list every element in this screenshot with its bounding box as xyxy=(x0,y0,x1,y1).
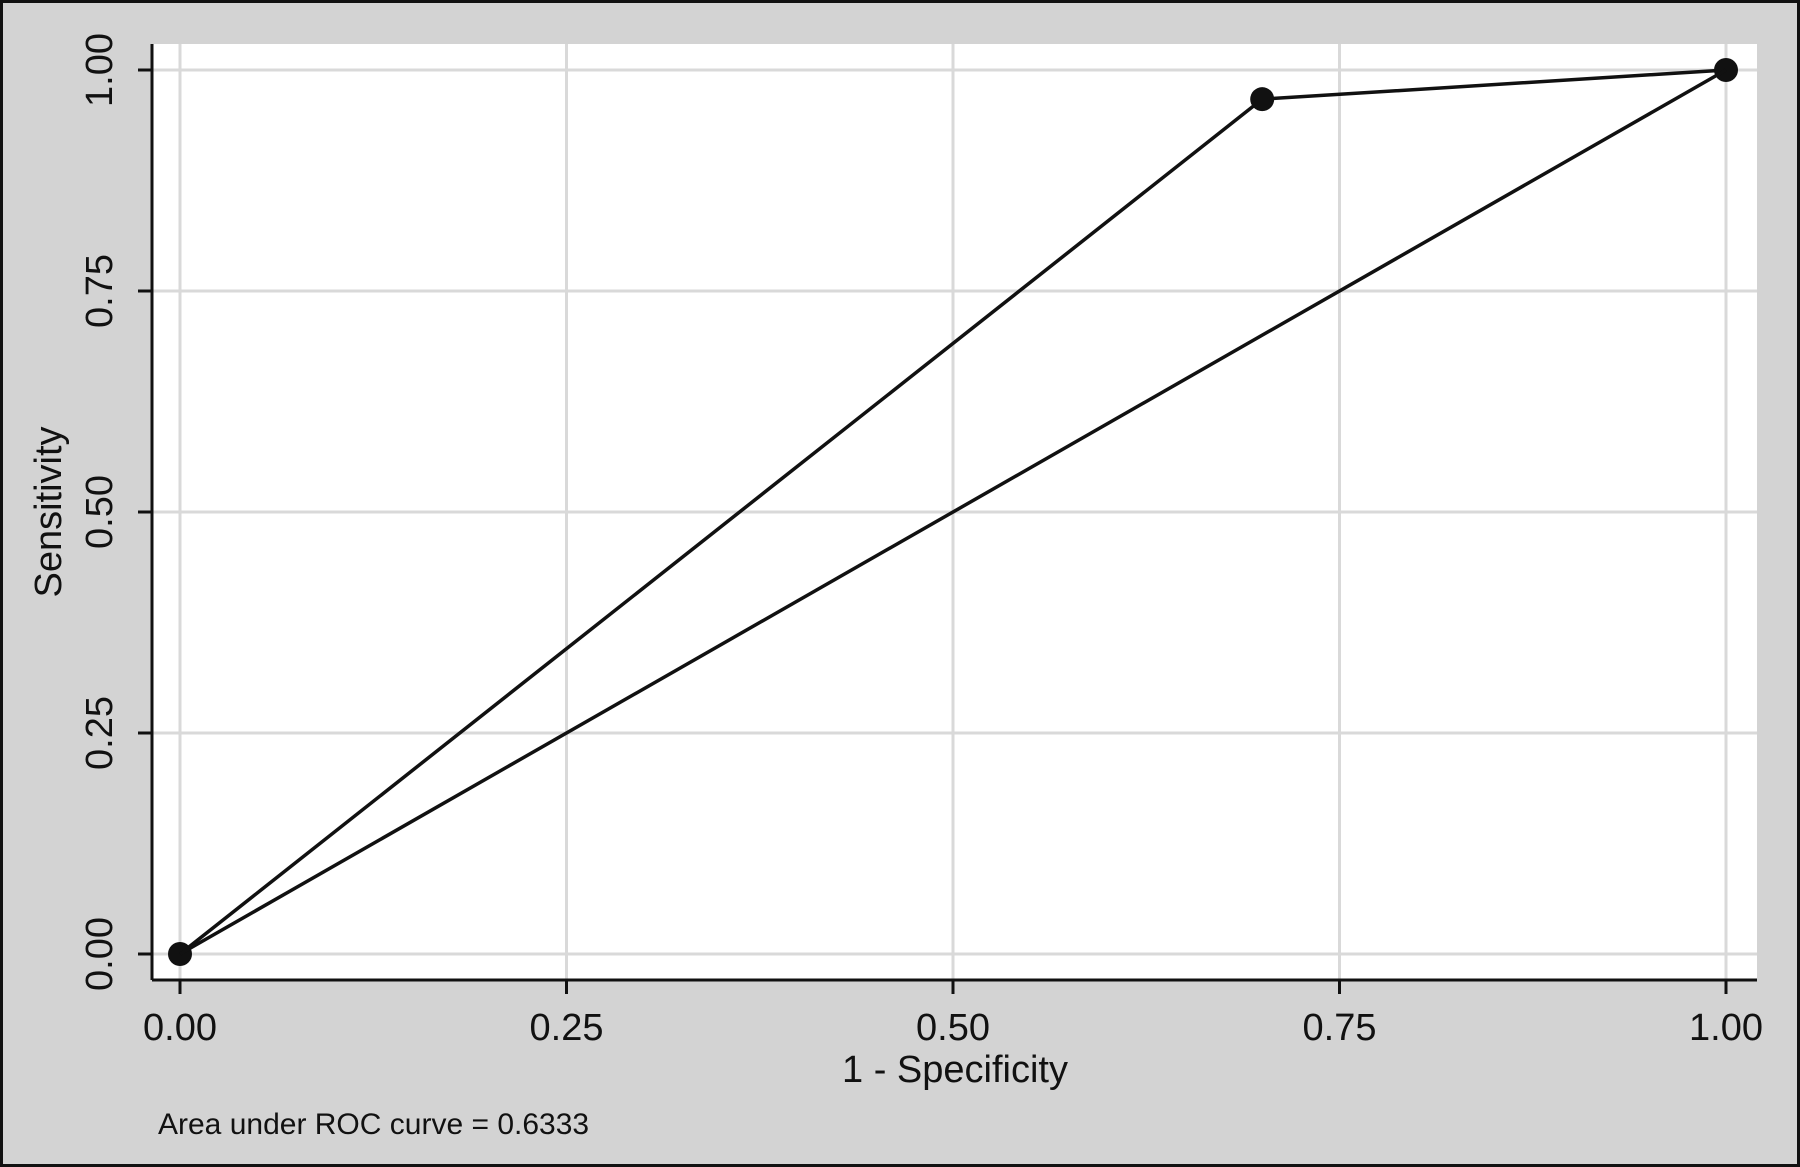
y-tick-label: 0.25 xyxy=(79,696,121,770)
y-tick-label: 1.00 xyxy=(79,33,121,107)
x-tick-label: 0.25 xyxy=(530,1007,604,1049)
y-tick-label: 0.75 xyxy=(79,254,121,328)
y-axis-label: Sensitivity xyxy=(28,426,70,597)
x-tick-label: 1.00 xyxy=(1689,1007,1763,1049)
x-tick-label: 0.75 xyxy=(1303,1007,1377,1049)
reference-line xyxy=(179,68,1727,956)
y-tick-label: 0.50 xyxy=(79,475,121,549)
series-layer xyxy=(168,58,1738,966)
tick-labels: 0.00 0.25 0.50 0.75 1.00 0.00 0.25 0.50 0.75 1.00 xyxy=(79,33,1763,1049)
roc-point-marker xyxy=(1250,87,1275,112)
auc-note: Area under ROC curve = 0.6333 xyxy=(158,1108,589,1141)
axes xyxy=(138,44,1757,994)
x-tick-label: 0.00 xyxy=(143,1007,217,1049)
y-tick-label: 0.00 xyxy=(79,917,121,991)
x-axis-label: 1 - Specificity xyxy=(842,1049,1068,1091)
x-tick-label: 0.50 xyxy=(916,1007,990,1049)
